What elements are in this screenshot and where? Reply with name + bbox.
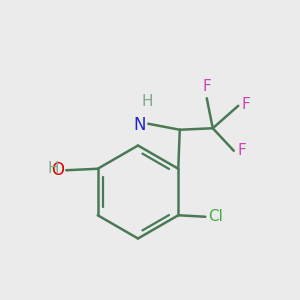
Text: H: H: [141, 94, 152, 109]
Text: F: F: [202, 79, 211, 94]
Text: F: F: [242, 97, 250, 112]
Text: O: O: [51, 161, 64, 179]
Text: F: F: [237, 143, 246, 158]
Text: Cl: Cl: [208, 209, 223, 224]
Text: N: N: [134, 116, 146, 134]
Text: H: H: [47, 161, 59, 176]
